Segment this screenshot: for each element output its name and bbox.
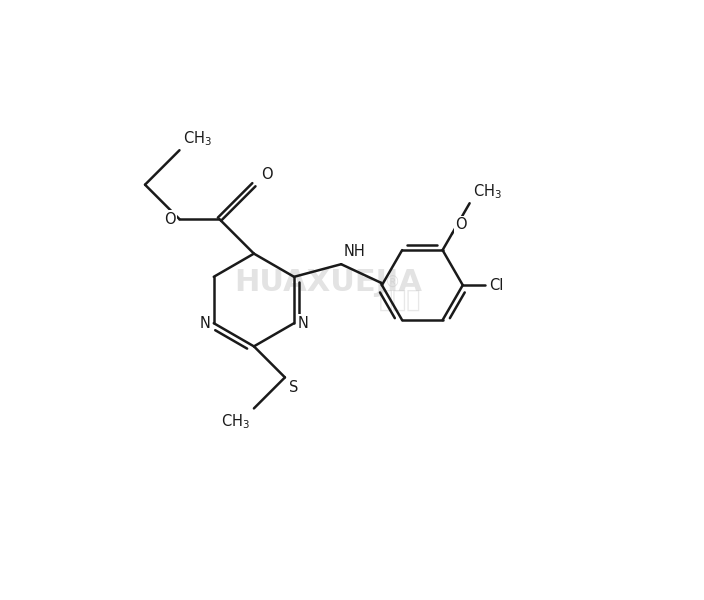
Text: N: N: [199, 316, 210, 331]
Text: 化学加: 化学加: [378, 288, 421, 312]
Text: NH: NH: [344, 244, 365, 259]
Text: CH$_3$: CH$_3$: [183, 129, 212, 148]
Text: O: O: [455, 217, 467, 232]
Text: HUAXUEJIA: HUAXUEJIA: [234, 268, 422, 296]
Text: Cl: Cl: [489, 278, 503, 293]
Text: CH$_3$: CH$_3$: [221, 412, 251, 431]
Text: CH$_3$: CH$_3$: [473, 182, 502, 201]
Text: ®: ®: [384, 275, 400, 290]
Text: O: O: [261, 167, 272, 182]
Text: N: N: [298, 316, 308, 331]
Text: S: S: [289, 380, 298, 395]
Text: O: O: [164, 212, 176, 227]
